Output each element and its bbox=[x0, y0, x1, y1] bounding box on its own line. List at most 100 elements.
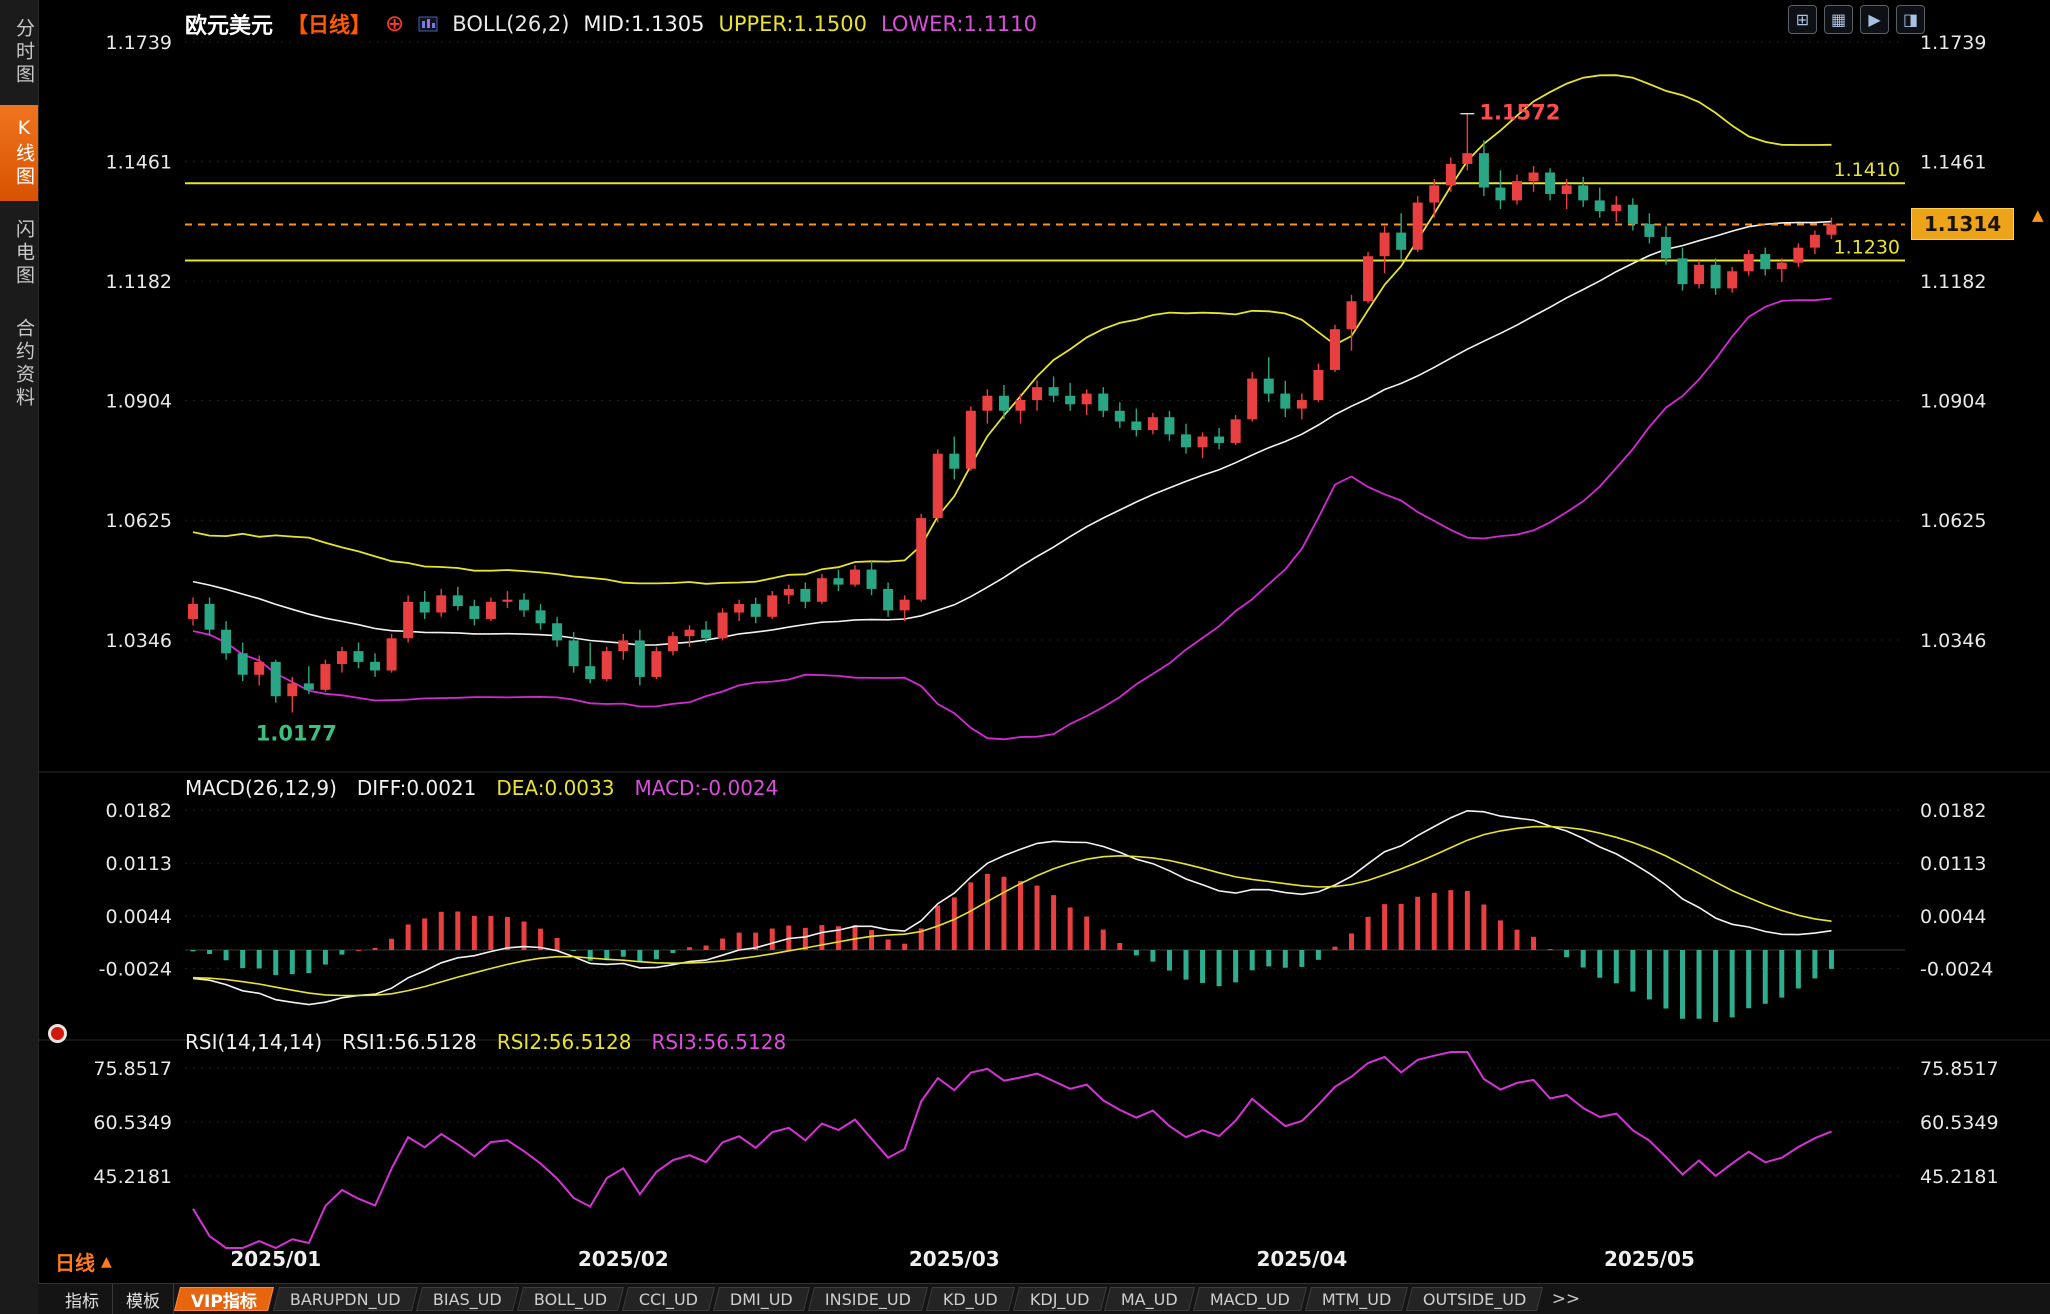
tab-macd-ud[interactable]: MACD_UD bbox=[1192, 1287, 1307, 1311]
candle bbox=[949, 453, 960, 469]
y-axis-label-right: 1.0904 bbox=[1920, 390, 1986, 412]
sidebar-item-合约资料[interactable]: 合约资料 bbox=[13, 318, 35, 410]
candle bbox=[353, 651, 364, 662]
y-axis-label-right: 0.0113 bbox=[1920, 853, 1986, 875]
sidebar-item-K线图[interactable]: K线图 bbox=[0, 105, 38, 201]
indicator-tabbar: 指标 模板 VIP指标 BARUPDN_UD BIAS_UD BOLL_UD CCI_UD D… bbox=[38, 1283, 2050, 1314]
macd-hist-bar bbox=[1547, 949, 1553, 951]
macd-hist-bar bbox=[769, 928, 775, 950]
macd-hist-bar bbox=[968, 882, 974, 950]
macd-hist-bar bbox=[1762, 950, 1768, 1004]
candle bbox=[1065, 395, 1076, 405]
candle bbox=[320, 664, 331, 690]
macd-hist-bar bbox=[604, 950, 610, 961]
macd-hist-bar bbox=[902, 943, 908, 950]
split-view-icon[interactable]: ◨ bbox=[1896, 5, 1925, 34]
candle bbox=[1280, 393, 1291, 409]
add-compare-icon[interactable]: ⊕ bbox=[385, 11, 405, 37]
tab-mtm-ud[interactable]: MTM_UD bbox=[1304, 1287, 1409, 1311]
candle bbox=[1181, 434, 1191, 448]
tab-label: VIP指标 bbox=[191, 1291, 257, 1312]
tab-dmi-ud[interactable]: DMI_UD bbox=[712, 1287, 810, 1311]
sidebar-item-分时图[interactable]: 分时图 bbox=[13, 18, 35, 87]
macd-hist-bar bbox=[1001, 876, 1007, 950]
tab-label: KD_UD bbox=[942, 1289, 998, 1309]
indicator-chart-icon bbox=[418, 14, 438, 34]
tab-label: >> bbox=[1551, 1289, 1581, 1309]
candle bbox=[370, 661, 381, 671]
y-axis-label-left: 1.0625 bbox=[106, 510, 172, 532]
candle bbox=[188, 603, 198, 619]
macd-hist-bar bbox=[753, 932, 759, 950]
y-axis-label-right: 0.0044 bbox=[1920, 906, 1986, 928]
diff-line bbox=[192, 809, 1832, 1006]
period-selector[interactable]: 日线 ▲ bbox=[55, 1247, 112, 1276]
candle bbox=[552, 623, 563, 641]
boll-upper-value: UPPER:1.1500 bbox=[718, 12, 867, 36]
macd-hist-bar bbox=[1597, 950, 1603, 978]
quad-view-icon[interactable]: ⊞ bbox=[1788, 5, 1817, 34]
sidebar-item-闪电图[interactable]: 闪电图 bbox=[13, 219, 35, 288]
playback-icon[interactable]: ▶ bbox=[1860, 5, 1889, 34]
macd-hist-bar bbox=[322, 950, 328, 965]
y-axis-label-right: 1.1182 bbox=[1920, 271, 1986, 293]
x-axis-label: 2025/03 bbox=[909, 1247, 1000, 1271]
current-price-tag: 1.1314 bbox=[1911, 208, 2015, 241]
macd-hist-bar bbox=[1150, 950, 1156, 962]
macd-hist-bar bbox=[918, 928, 924, 950]
macd-hist-bar bbox=[1812, 950, 1818, 979]
candle bbox=[1214, 436, 1225, 443]
tab-模板[interactable]: 模板 bbox=[113, 1284, 174, 1314]
price-annotation: 1.1572 bbox=[1479, 101, 1560, 125]
boll-indicator-label: BOLL(26,2) bbox=[452, 12, 570, 36]
macd-hist-bar bbox=[1382, 904, 1388, 950]
rsi2-value: RSI2:56.5128 bbox=[496, 1030, 632, 1054]
candle bbox=[519, 599, 529, 611]
candle bbox=[1147, 417, 1158, 431]
grid-view-icon[interactable]: ▦ bbox=[1824, 5, 1853, 34]
candle bbox=[1445, 163, 1456, 186]
macd-hist-bar bbox=[1514, 929, 1520, 950]
candle bbox=[932, 453, 943, 519]
tab-inside-ud[interactable]: INSIDE_UD bbox=[807, 1287, 928, 1311]
tab-ma-ud[interactable]: MA_UD bbox=[1104, 1287, 1195, 1311]
candle bbox=[1826, 224, 1837, 235]
macd-hist-bar bbox=[488, 915, 494, 950]
tab-kd-ud[interactable]: KD_UD bbox=[925, 1287, 1015, 1311]
boll-mid-value: MID:1.1305 bbox=[583, 12, 705, 36]
candle bbox=[734, 603, 745, 613]
tab-cci-ud[interactable]: CCI_UD bbox=[621, 1287, 715, 1311]
macd-hist-bar bbox=[1663, 950, 1669, 1009]
tab-label: INSIDE_UD bbox=[824, 1289, 911, 1309]
y-axis-label-left: 0.0044 bbox=[106, 906, 172, 928]
tab-barupdn-ud[interactable]: BARUPDN_UD bbox=[272, 1287, 418, 1311]
tab-label: 模板 bbox=[126, 1291, 160, 1312]
tab-boll-ud[interactable]: BOLL_UD bbox=[516, 1287, 624, 1311]
macd-hist-bar bbox=[1299, 950, 1305, 967]
macd-hist-bar bbox=[687, 947, 692, 950]
rsi1-value: RSI1:56.5128 bbox=[342, 1030, 477, 1054]
rsi-panel: 75.8517 75.8517 60.5349 60.5349 45.2181 45.21… bbox=[93, 1051, 1999, 1250]
tab-vip指标[interactable]: VIP指标 bbox=[174, 1287, 274, 1312]
candle bbox=[303, 683, 314, 690]
candle bbox=[767, 595, 778, 617]
tab-label: BOLL_UD bbox=[533, 1289, 607, 1309]
tab-指标[interactable]: 指标 bbox=[52, 1284, 113, 1314]
alert-dot-icon[interactable] bbox=[48, 1024, 67, 1043]
y-axis-label-right: 60.5349 bbox=[1920, 1112, 1999, 1134]
tab-kdj-ud[interactable]: KDJ_UD bbox=[1012, 1287, 1107, 1311]
macd-hist-bar bbox=[1713, 950, 1719, 1022]
candle bbox=[1578, 185, 1589, 201]
macd-hist-bar bbox=[1051, 895, 1057, 950]
candle bbox=[1462, 153, 1473, 164]
tab-outside-ud[interactable]: OUTSIDE_UD bbox=[1406, 1287, 1544, 1311]
macd-hist-bar bbox=[637, 950, 643, 963]
macd-hist-bar bbox=[1795, 950, 1801, 989]
rsi-title: RSI(14,14,14) bbox=[185, 1030, 323, 1054]
candle bbox=[750, 603, 761, 617]
price-up-arrow-icon: ▲ bbox=[2032, 206, 2044, 224]
tab--[interactable]: >> bbox=[1543, 1284, 1590, 1314]
tab-bias-ud[interactable]: BIAS_UD bbox=[415, 1287, 519, 1311]
candle bbox=[535, 610, 546, 624]
